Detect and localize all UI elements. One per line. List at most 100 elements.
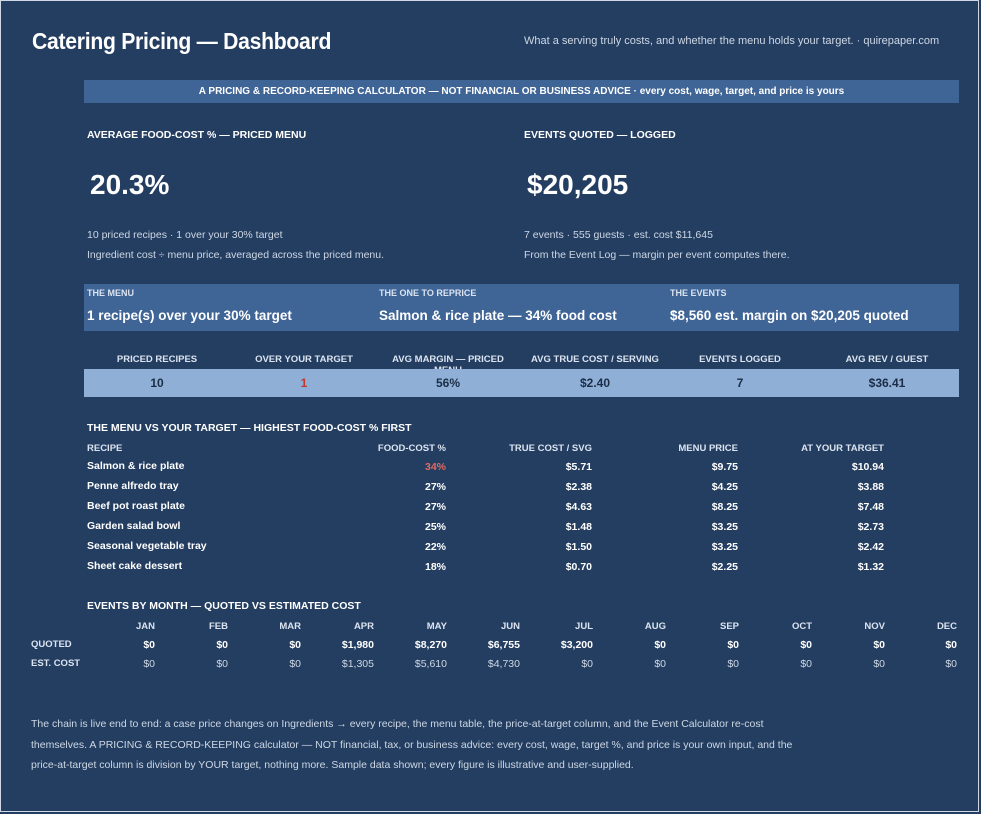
month-label: DEC [936,621,957,632]
recipe-name: Beef pot roast plate [87,500,186,512]
food-cost-pct: 18% [424,561,446,573]
est-cost-value: $0 [143,658,155,670]
stat-label-avg-true-cost: AVG TRUE COST / SERVING [531,354,659,365]
price-at-target: $3.88 [857,481,884,493]
price-at-target: $2.42 [857,541,884,553]
quoted-value: $0 [289,639,301,651]
kpi-food-cost-sub1: 10 priced recipes · 1 over your 30% targ… [87,229,283,241]
quoted-value: $0 [945,639,957,651]
menu-price: $3.25 [711,521,738,533]
quoted-value: $3,200 [560,639,593,651]
est-cost-value: $0 [800,658,812,670]
callout-label: THE ONE TO REPRICE [379,288,477,298]
month-label: MAY [426,621,447,632]
stat-value-events-logged: 7 [736,376,744,390]
quoted-value: $1,980 [341,639,374,651]
est-cost-value: $0 [945,658,957,670]
month-label: NOV [864,621,885,632]
menu-price: $9.75 [711,461,738,473]
col-head-food-cost: FOOD-COST % [377,443,446,454]
menu-table-title: THE MENU VS YOUR TARGET — HIGHEST FOOD-C… [87,422,412,434]
callout-label: THE EVENTS [670,288,727,298]
footer-note: The chain is live end to end: a case pri… [31,714,831,776]
month-label: AUG [644,621,666,632]
month-label: JUN [500,621,520,632]
food-cost-pct: 22% [424,541,446,553]
col-head-at-target: AT YOUR TARGET [801,443,884,454]
true-cost: $1.48 [565,521,592,533]
month-label: JAN [135,621,155,632]
kpi-events-sub2: From the Event Log — margin per event co… [524,249,790,261]
recipe-name: Sheet cake dessert [87,560,183,572]
kpi-events-value: $20,205 [527,169,629,200]
est-cost-value: $0 [727,658,739,670]
price-at-target: $7.48 [857,501,884,513]
stat-value-avg-margin: 56% [435,376,461,390]
month-label: MAR [279,621,301,632]
quoted-value: $0 [727,639,739,651]
stat-value-avg-true-cost: $2.40 [579,376,611,390]
kpi-food-cost-sub2: Ingredient cost ÷ menu price, averaged a… [87,249,385,261]
quoted-value: $0 [873,639,885,651]
kpi-events-label: EVENTS QUOTED — LOGGED [524,129,676,141]
recipe-name: Seasonal vegetable tray [87,540,207,552]
menu-price: $8.25 [711,501,738,513]
est-cost-value: $0 [289,658,301,670]
events-by-month-title: EVENTS BY MONTH — QUOTED VS ESTIMATED CO… [87,600,361,612]
quoted-value: $8,270 [414,639,447,651]
recipe-name: Penne alfredo tray [87,480,179,492]
price-at-target: $2.73 [857,521,884,533]
disclaimer-banner: A PRICING & RECORD-KEEPING CALCULATOR — … [84,80,959,103]
col-head-true-cost: TRUE COST / SVG [509,443,592,454]
food-cost-pct: 27% [424,501,446,513]
stat-label-avg-rev-guest: AVG REV / GUEST [845,354,929,365]
true-cost: $1.50 [565,541,592,553]
col-head-menu-price: MENU PRICE [678,443,738,454]
row-label-quoted: QUOTED [31,639,72,650]
callout-value: Salmon & rice plate — 34% food cost [379,308,617,323]
menu-price: $2.25 [711,561,738,573]
est-cost-value: $0 [581,658,593,670]
stat-label-over-target: OVER YOUR TARGET [255,354,353,365]
stat-label-events-logged: EVENTS LOGGED [699,354,781,365]
est-cost-value: $0 [654,658,666,670]
menu-price: $3.25 [711,541,738,553]
true-cost: $5.71 [565,461,592,473]
footer-line: price-at-target column is division by YO… [31,759,634,771]
month-label: FEB [209,621,228,632]
true-cost: $0.70 [565,561,592,573]
kpi-food-cost-label: AVERAGE FOOD-COST % — PRICED MENU [87,129,307,141]
callout-label: THE MENU [87,288,134,298]
price-at-target: $10.94 [851,461,884,473]
month-label: SEP [719,621,739,632]
callout-value: $8,560 est. margin on $20,205 quoted [670,308,909,323]
quoted-value: $0 [800,639,812,651]
month-label: JUL [575,621,593,632]
month-label: APR [353,621,374,632]
recipe-name: Garden salad bowl [87,520,181,532]
page-title: Catering Pricing — Dashboard [32,28,332,54]
true-cost: $2.38 [565,481,592,493]
est-cost-value: $1,305 [341,658,374,670]
kpi-events-sub1: 7 events · 555 guests · est. cost $11,64… [524,229,713,241]
row-label-est-cost: EST. COST [31,658,81,669]
true-cost: $4.63 [565,501,592,513]
footer-line: themselves. A PRICING & RECORD-KEEPING c… [31,738,793,751]
est-cost-value: $5,610 [414,658,447,670]
quoted-value: $6,755 [487,639,520,651]
menu-price: $4.25 [711,481,738,493]
callout-value: 1 recipe(s) over your 30% target [87,308,292,323]
stat-value-over-target: 1 [300,376,308,390]
est-cost-value: $4,730 [487,658,520,670]
food-cost-pct: 25% [424,521,446,533]
quoted-value: $0 [216,639,228,651]
kpi-food-cost-value: 20.3% [90,169,170,200]
stat-value-avg-rev-guest: $36.41 [868,376,906,390]
month-label: OCT [791,621,812,632]
stat-label-priced-recipes: PRICED RECIPES [116,354,198,365]
callout-strip: THE MENU 1 recipe(s) over your 30% targe… [84,284,959,331]
quoted-value: $0 [143,639,155,651]
quoted-value: $0 [654,639,666,651]
stats-bar [84,369,959,397]
